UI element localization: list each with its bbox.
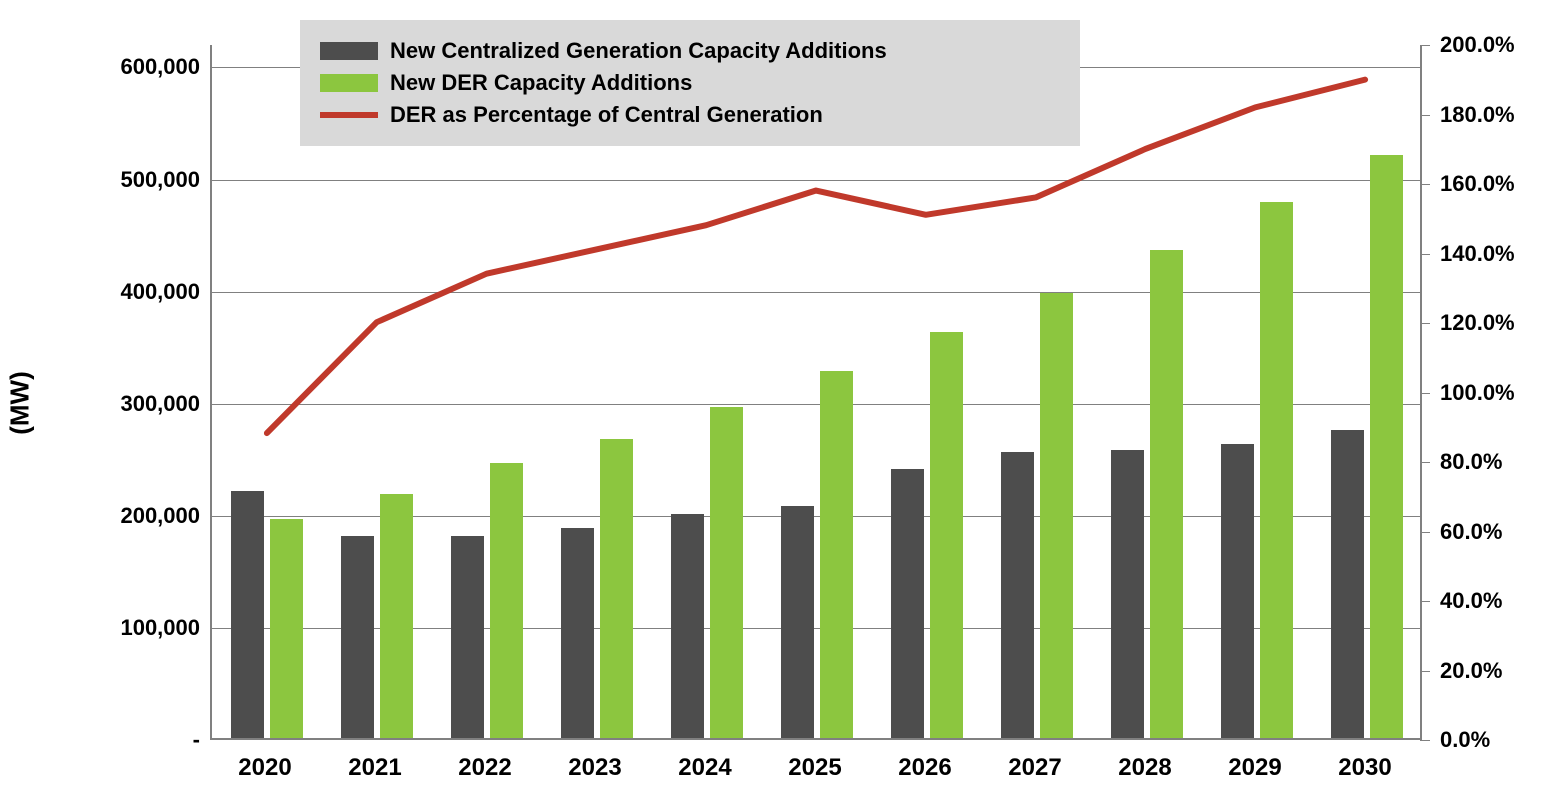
legend-label-ratio: DER as Percentage of Central Generation — [390, 102, 823, 128]
y-left-tick-label: 300,000 — [80, 391, 200, 417]
y-right-tick-label: 160.0% — [1440, 171, 1515, 197]
x-tick-label: 2026 — [898, 754, 951, 782]
x-tick-label: 2022 — [458, 754, 511, 782]
y-left-tick-label: 500,000 — [80, 167, 200, 193]
legend-label-central: New Centralized Generation Capacity Addi… — [390, 38, 887, 64]
capacity-additions-chart: (MW) New Centralized Generation Capacity… — [0, 0, 1565, 805]
x-tick-label: 2027 — [1008, 754, 1061, 782]
x-tick-label: 2028 — [1118, 754, 1171, 782]
x-tick-label: 2030 — [1338, 754, 1391, 782]
chart-legend: New Centralized Generation Capacity Addi… — [300, 20, 1080, 146]
y-left-tick-label: 400,000 — [80, 279, 200, 305]
y-right-tick-label: 200.0% — [1440, 32, 1515, 58]
y-left-tick-label: 200,000 — [80, 503, 200, 529]
legend-item-central: New Centralized Generation Capacity Addi… — [320, 38, 1060, 64]
plot-area — [210, 45, 1420, 740]
y-right-tick-label: 140.0% — [1440, 241, 1515, 267]
y-right-tick-label: 80.0% — [1440, 449, 1502, 475]
y-right-axis-line — [1420, 45, 1422, 740]
x-tick-label: 2020 — [238, 754, 291, 782]
x-tick-label: 2029 — [1228, 754, 1281, 782]
y-right-tick-label: 180.0% — [1440, 102, 1515, 128]
legend-swatch-ratio — [320, 112, 378, 118]
ratio-line-svg — [212, 45, 1420, 738]
y-right-tick-label: 120.0% — [1440, 310, 1515, 336]
x-tick-label: 2025 — [788, 754, 841, 782]
y-left-tick-label: - — [80, 727, 200, 753]
y-right-tick-label: 40.0% — [1440, 588, 1502, 614]
y-right-tick-label: 0.0% — [1440, 727, 1490, 753]
y-right-tick-label: 20.0% — [1440, 658, 1502, 684]
y-right-tick-mark — [1420, 740, 1430, 741]
y-right-tick-label: 100.0% — [1440, 380, 1515, 406]
y-axis-left-title: (MW) — [5, 371, 36, 435]
y-left-tick-label: 600,000 — [80, 54, 200, 80]
legend-item-ratio: DER as Percentage of Central Generation — [320, 102, 1060, 128]
y-left-tick-label: 100,000 — [80, 615, 200, 641]
legend-swatch-der — [320, 74, 378, 92]
legend-swatch-central — [320, 42, 378, 60]
legend-label-der: New DER Capacity Additions — [390, 70, 692, 96]
y-right-tick-label: 60.0% — [1440, 519, 1502, 545]
x-tick-label: 2024 — [678, 754, 731, 782]
x-tick-label: 2021 — [348, 754, 401, 782]
x-tick-label: 2023 — [568, 754, 621, 782]
legend-item-der: New DER Capacity Additions — [320, 70, 1060, 96]
